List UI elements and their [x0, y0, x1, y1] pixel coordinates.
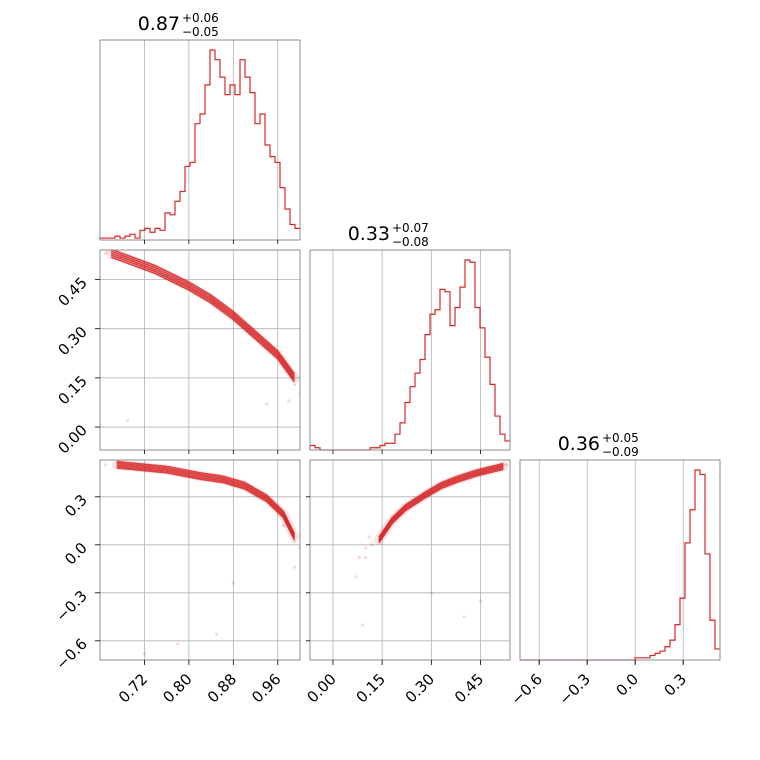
panel-frame — [99, 459, 301, 661]
x-tick-label: 0.3 — [660, 670, 690, 700]
x-tick-label: 0.30 — [402, 670, 438, 706]
pair-panel-0-1 — [99, 249, 301, 451]
contour-line — [378, 467, 504, 542]
contour-line — [110, 250, 296, 377]
title-median-2: 0.36 — [558, 433, 600, 455]
hist-panel-2: 0.36 +0.05−0.09 — [519, 431, 721, 664]
x-tick-label: 0.45 — [451, 670, 487, 706]
scatter-point — [360, 623, 365, 627]
scatter-point — [292, 382, 297, 387]
panel-frame — [519, 459, 721, 661]
title-plus-1: +0.07 — [392, 221, 429, 235]
contour-line — [110, 252, 296, 379]
title-minus-2: −0.09 — [602, 445, 639, 459]
scatter-point — [364, 546, 368, 550]
contour-line — [378, 462, 504, 538]
panel-frame — [309, 459, 511, 661]
scatter-point — [364, 556, 368, 560]
histogram-0 — [99, 49, 300, 240]
y-tick-label: 0.15 — [54, 372, 90, 408]
scatter-point — [103, 463, 108, 467]
contour-line — [110, 250, 296, 375]
scatter-point — [478, 599, 483, 603]
scatter-point — [103, 251, 108, 255]
y-tick-label: 0.30 — [54, 323, 90, 359]
scatter-point — [287, 399, 291, 403]
title-plus-0: +0.06 — [182, 11, 219, 25]
title-minus-1: −0.08 — [392, 235, 429, 249]
panel-frame — [99, 39, 301, 241]
contour-line — [110, 256, 296, 383]
scatter-point — [505, 463, 509, 467]
pair-panel-1-2 — [309, 459, 511, 661]
scatter-point — [357, 556, 361, 560]
x-tick-label: 0.96 — [248, 670, 284, 706]
density-band — [106, 250, 300, 383]
y-tick-label: −0.6 — [52, 635, 90, 673]
title-plus-2: +0.05 — [602, 431, 639, 445]
hist-panel-0: 0.87 +0.06−0.05 — [99, 11, 301, 244]
y-tick-label: −0.3 — [52, 587, 90, 625]
contour-line — [378, 465, 504, 541]
pair-panel-0-2 — [99, 459, 301, 661]
contour-line — [110, 254, 296, 381]
contour-line — [116, 460, 296, 534]
scatter-point — [231, 581, 235, 585]
scatter-point — [370, 543, 374, 547]
y-tick-label: 0.3 — [61, 491, 91, 521]
x-tick-label: −0.3 — [556, 670, 594, 708]
scatter-point — [292, 565, 297, 569]
scatter-point — [265, 402, 269, 406]
x-tick-label: 0.72 — [115, 670, 151, 706]
panel-frame — [99, 249, 301, 451]
scatter-point — [292, 540, 297, 544]
y-tick-label: 0.0 — [61, 539, 91, 569]
contour-line — [116, 467, 296, 541]
scatter-point — [462, 615, 466, 619]
histogram-1 — [309, 259, 510, 451]
histogram-2 — [520, 469, 720, 661]
hist-panel-1: 0.33 +0.07−0.08 — [309, 221, 511, 454]
scatter-point — [215, 632, 219, 637]
contour-line — [378, 468, 504, 544]
scatter-point — [176, 642, 180, 646]
title-median-1: 0.33 — [348, 223, 390, 245]
x-tick-label: 0.88 — [204, 670, 240, 706]
pair-content — [103, 250, 300, 423]
y-tick-label: 0.45 — [54, 274, 90, 310]
x-tick-label: −0.6 — [508, 670, 546, 708]
panel-frame — [309, 249, 511, 451]
density-band — [373, 461, 509, 545]
pair-content — [354, 461, 509, 627]
title-minus-0: −0.05 — [182, 25, 219, 39]
x-tick-label: 0.00 — [303, 670, 339, 706]
y-tick-label: 0.00 — [54, 421, 90, 457]
scatter-point — [354, 575, 358, 579]
contour-line — [116, 462, 296, 536]
scatter-point — [367, 535, 371, 539]
contour-line — [116, 465, 296, 539]
x-tick-label: 0.15 — [353, 670, 389, 706]
scatter-point — [281, 524, 285, 528]
title-median-0: 0.87 — [138, 13, 180, 35]
pair-content — [103, 460, 300, 656]
contour-line — [378, 464, 504, 540]
x-tick-label: 0.0 — [612, 670, 642, 700]
scatter-point — [142, 652, 147, 656]
scatter-point — [126, 418, 130, 423]
contour-line — [116, 464, 296, 538]
x-tick-label: 0.80 — [159, 670, 195, 706]
scatter-point — [429, 591, 433, 595]
